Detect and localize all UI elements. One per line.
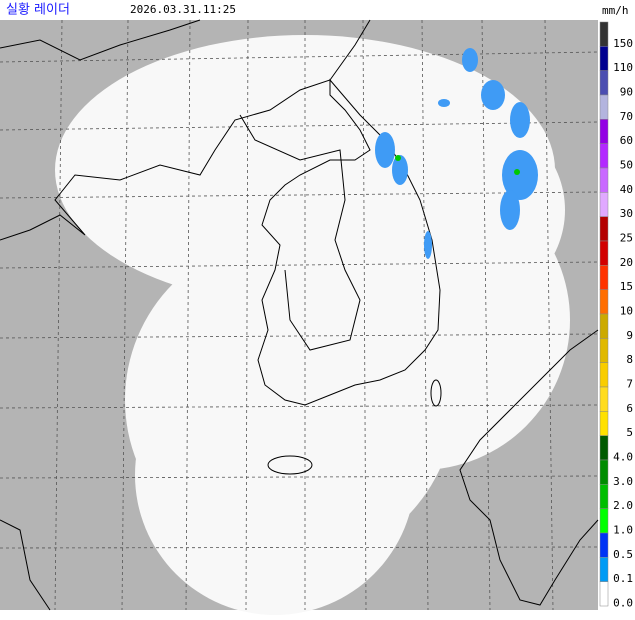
legend-label: 70 bbox=[620, 110, 633, 123]
legend-swatch bbox=[599, 289, 609, 315]
legend-label: 20 bbox=[620, 256, 633, 269]
legend-label: 5 bbox=[626, 426, 633, 439]
legend-swatch bbox=[599, 192, 609, 217]
legend-label: 110 bbox=[613, 61, 633, 74]
legend-swatch bbox=[599, 240, 609, 266]
legend-label: 2.0 bbox=[613, 499, 633, 512]
legend-label: 3.0 bbox=[613, 475, 633, 488]
legend-label: 8 bbox=[626, 353, 633, 366]
legend-swatch bbox=[599, 435, 609, 461]
legend-swatch bbox=[599, 338, 609, 363]
legend-swatch bbox=[599, 46, 609, 71]
legend-swatch bbox=[599, 216, 609, 242]
legend-label: 60 bbox=[620, 134, 633, 147]
legend: 150 110 90 70 60 50 40 30 25 20 15 10 9 8 7 6 5 4.0 3.0 2.0… bbox=[599, 21, 633, 610]
legend-swatch bbox=[599, 508, 609, 534]
legend-label: 6 bbox=[626, 402, 633, 415]
legend-label: 40 bbox=[620, 183, 633, 196]
legend-label: 4.0 bbox=[613, 451, 633, 464]
legend-swatch bbox=[599, 411, 609, 436]
legend-label: 15 bbox=[620, 280, 633, 293]
map bbox=[0, 19, 599, 615]
legend-swatch bbox=[599, 581, 609, 607]
legend-swatch bbox=[599, 21, 609, 47]
legend-swatch bbox=[599, 143, 609, 169]
legend-swatch bbox=[599, 119, 609, 144]
legend-label: 150 bbox=[613, 37, 633, 50]
legend-swatch bbox=[599, 70, 609, 96]
grid bbox=[0, 19, 599, 611]
legend-swatch bbox=[599, 532, 609, 558]
legend-label: 25 bbox=[620, 232, 633, 245]
legend-swatch bbox=[599, 313, 609, 339]
title: 실황 레이더 bbox=[6, 3, 70, 18]
rain-echoes bbox=[375, 48, 538, 259]
legend-swatch bbox=[599, 484, 609, 509]
legend-label: 1.0 bbox=[613, 524, 633, 537]
coastlines bbox=[0, 19, 599, 611]
unit: mm/h bbox=[602, 4, 629, 17]
legend-swatch bbox=[599, 459, 609, 485]
legend-label: 30 bbox=[620, 207, 633, 220]
legend-swatch bbox=[599, 386, 609, 412]
legend-label: 0.5 bbox=[613, 548, 633, 561]
legend-swatch bbox=[599, 265, 609, 290]
legend-label: 90 bbox=[620, 86, 633, 99]
legend-label: 7 bbox=[626, 378, 633, 391]
legend-swatch bbox=[599, 94, 609, 120]
legend-label: 50 bbox=[620, 159, 633, 172]
legend-swatch bbox=[599, 362, 609, 388]
legend-swatch bbox=[599, 167, 609, 193]
legend-label: 9 bbox=[626, 329, 633, 342]
legend-label: 10 bbox=[620, 305, 633, 318]
legend-label: 0.0 bbox=[613, 597, 633, 610]
legend-label: 0.1 bbox=[613, 572, 633, 585]
legend-swatch bbox=[599, 557, 609, 582]
timestamp: 2026.03.31.11:25 bbox=[130, 3, 236, 16]
